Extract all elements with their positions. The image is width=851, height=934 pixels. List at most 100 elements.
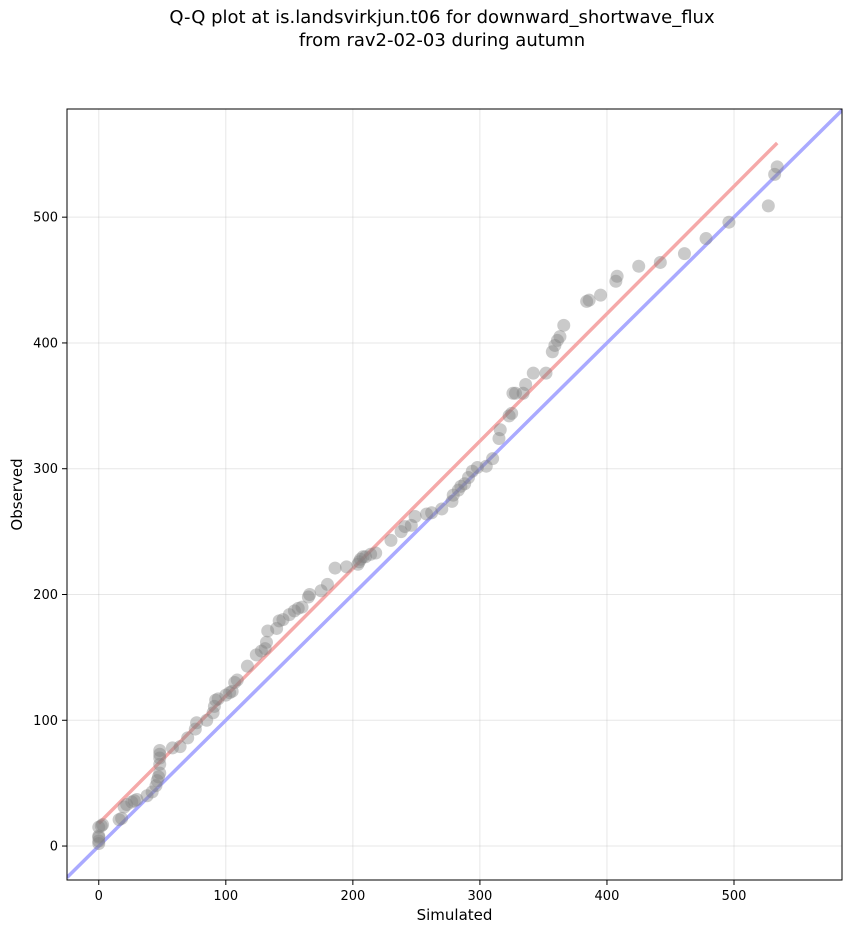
data-point xyxy=(165,741,179,755)
data-point xyxy=(190,716,204,730)
data-point xyxy=(153,751,167,765)
data-point xyxy=(594,288,608,302)
x-tick-label: 100 xyxy=(213,889,238,904)
data-point xyxy=(582,293,596,307)
data-point xyxy=(632,259,646,273)
data-point xyxy=(359,550,373,564)
data-point xyxy=(320,577,334,591)
data-point xyxy=(356,550,370,564)
data-point xyxy=(270,621,284,635)
data-point xyxy=(303,587,317,601)
data-point xyxy=(677,247,691,261)
data-point xyxy=(249,648,263,662)
data-point xyxy=(353,552,367,566)
axis-ticks: 0 100 200 300 400 500 0 100 200 300 400 500 xyxy=(33,211,746,904)
data-point xyxy=(539,366,553,380)
y-tick-label: 300 xyxy=(33,462,58,477)
data-point xyxy=(130,793,144,807)
data-point xyxy=(127,794,141,808)
data-point xyxy=(445,494,459,508)
data-point xyxy=(486,452,500,466)
data-point xyxy=(219,688,233,702)
x-tick-label: 500 xyxy=(722,889,747,904)
data-point xyxy=(446,488,460,502)
data-point xyxy=(314,584,328,598)
data-point xyxy=(151,770,165,784)
x-tick-label: 200 xyxy=(340,889,365,904)
data-point xyxy=(96,818,110,832)
reference-lines xyxy=(67,109,842,879)
data-point xyxy=(153,743,167,757)
data-point xyxy=(181,731,195,745)
data-point xyxy=(609,274,623,288)
data-point xyxy=(150,774,164,788)
fit-line xyxy=(97,141,779,825)
data-point xyxy=(259,635,273,649)
data-point xyxy=(145,785,159,799)
data-point xyxy=(207,699,221,713)
data-point xyxy=(112,813,126,827)
data-point xyxy=(384,533,398,547)
data-point xyxy=(505,406,519,420)
data-point xyxy=(493,423,507,437)
data-point xyxy=(516,386,530,400)
data-point xyxy=(404,518,418,532)
data-point xyxy=(492,432,506,446)
data-point xyxy=(287,604,301,618)
data-point xyxy=(508,386,522,400)
data-point xyxy=(369,546,383,560)
data-point xyxy=(425,506,439,520)
data-point xyxy=(228,676,242,690)
data-point xyxy=(398,520,412,534)
data-point xyxy=(223,686,237,700)
data-point xyxy=(115,811,129,825)
data-point xyxy=(479,459,493,473)
data-point xyxy=(699,232,713,246)
data-point xyxy=(394,525,408,539)
y-tick-label: 200 xyxy=(33,588,58,603)
data-point xyxy=(768,167,782,181)
data-point xyxy=(770,160,784,174)
data-point xyxy=(295,600,309,614)
data-point xyxy=(92,820,106,834)
data-point xyxy=(506,386,520,400)
data-point xyxy=(301,590,315,604)
data-point xyxy=(557,318,571,332)
data-point xyxy=(610,269,624,283)
x-axis-label: Simulated xyxy=(417,906,493,924)
data-point xyxy=(240,659,254,673)
data-point xyxy=(125,795,139,809)
data-point xyxy=(230,673,244,687)
data-point xyxy=(465,464,479,478)
data-point xyxy=(276,613,290,627)
data-point xyxy=(548,338,562,352)
data-point xyxy=(653,255,667,269)
x-tick-label: 400 xyxy=(595,889,620,904)
data-point xyxy=(761,199,775,213)
data-point xyxy=(261,624,275,638)
data-point xyxy=(209,693,223,707)
data-point xyxy=(254,644,268,658)
data-point xyxy=(92,830,106,844)
data-point xyxy=(408,510,422,524)
data-point xyxy=(451,483,465,497)
data-point xyxy=(153,747,167,761)
plot-frame xyxy=(66,108,843,881)
data-point xyxy=(173,740,187,754)
data-point xyxy=(272,614,286,628)
data-point xyxy=(117,800,131,814)
data-point xyxy=(545,345,559,359)
data-point xyxy=(200,713,214,727)
y-tick-label: 0 xyxy=(50,840,58,855)
data-point xyxy=(153,757,167,771)
data-point xyxy=(580,294,594,308)
data-point xyxy=(282,608,296,622)
x-tick-label: 0 xyxy=(95,889,103,904)
data-point xyxy=(94,819,108,833)
chart-title: Q-Q plot at is.landsvirkjun.t06 for down… xyxy=(0,6,851,52)
y-tick-label: 400 xyxy=(33,336,58,351)
data-point xyxy=(470,460,484,474)
data-point xyxy=(149,779,163,793)
y-axis-label: Observed xyxy=(8,458,26,530)
data-point xyxy=(458,477,472,491)
